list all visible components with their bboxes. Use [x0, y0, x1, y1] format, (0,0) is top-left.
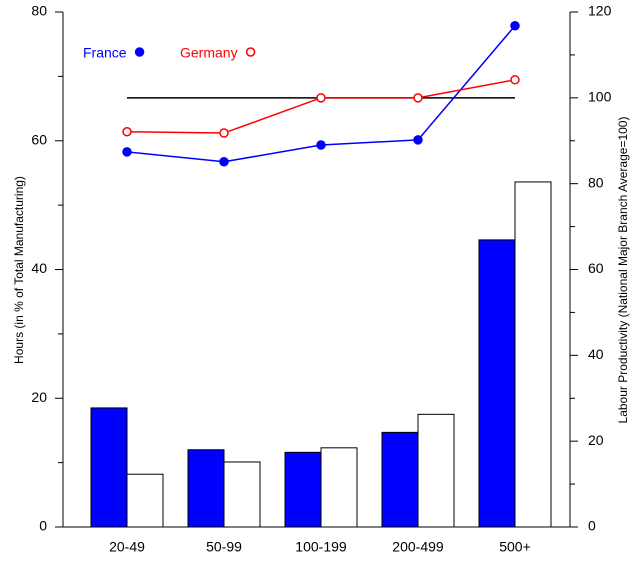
y2-tick-label: 80 [588, 174, 604, 190]
y2-tick-label: 40 [588, 346, 604, 362]
legend-marker [134, 47, 145, 57]
productivity-marker [122, 147, 132, 157]
y2-tick-label: 60 [588, 260, 604, 276]
productivity-marker [316, 93, 326, 103]
y2-tick-label: 120 [588, 3, 612, 19]
x-tick-label: 100-199 [295, 539, 347, 555]
legend-marker [245, 47, 256, 57]
productivity-marker [219, 128, 229, 138]
productivity-marker [316, 140, 326, 150]
productivity-marker [219, 157, 229, 167]
x-tick-label: 50-99 [206, 539, 242, 555]
legend-label: Germany [180, 45, 238, 61]
bar [90, 407, 128, 528]
y-tick-label: 80 [31, 3, 47, 19]
bar [223, 461, 261, 528]
y2-tick-label: 20 [588, 432, 604, 448]
productivity-marker [413, 93, 423, 103]
y-axis-title: Hours (in % of Total Manufacturing) [12, 176, 26, 364]
bar [514, 181, 552, 528]
y-tick-label: 40 [31, 260, 47, 276]
bar [126, 473, 164, 528]
legend-label: France [83, 45, 127, 61]
y-tick-label: 20 [31, 389, 47, 405]
y-tick-label: 0 [39, 518, 47, 534]
y2-axis-title: Labour Productivity (National Major Bran… [616, 117, 630, 424]
bar [284, 451, 322, 528]
x-tick-label: 200-499 [392, 539, 444, 555]
x-tick-label: 20-49 [109, 539, 145, 555]
bar [478, 239, 516, 528]
y-tick-label: 60 [31, 131, 47, 147]
bar [417, 413, 455, 528]
y2-tick-label: 100 [588, 89, 612, 105]
productivity-marker [510, 20, 520, 31]
productivity-marker [413, 135, 423, 145]
bar [381, 431, 419, 528]
bar [187, 449, 225, 528]
bar [320, 447, 358, 528]
y2-tick-label: 0 [588, 518, 596, 534]
productivity-marker [122, 126, 132, 137]
x-tick-label: 500+ [499, 539, 531, 555]
productivity-line [126, 79, 516, 134]
productivity-marker [510, 75, 520, 85]
